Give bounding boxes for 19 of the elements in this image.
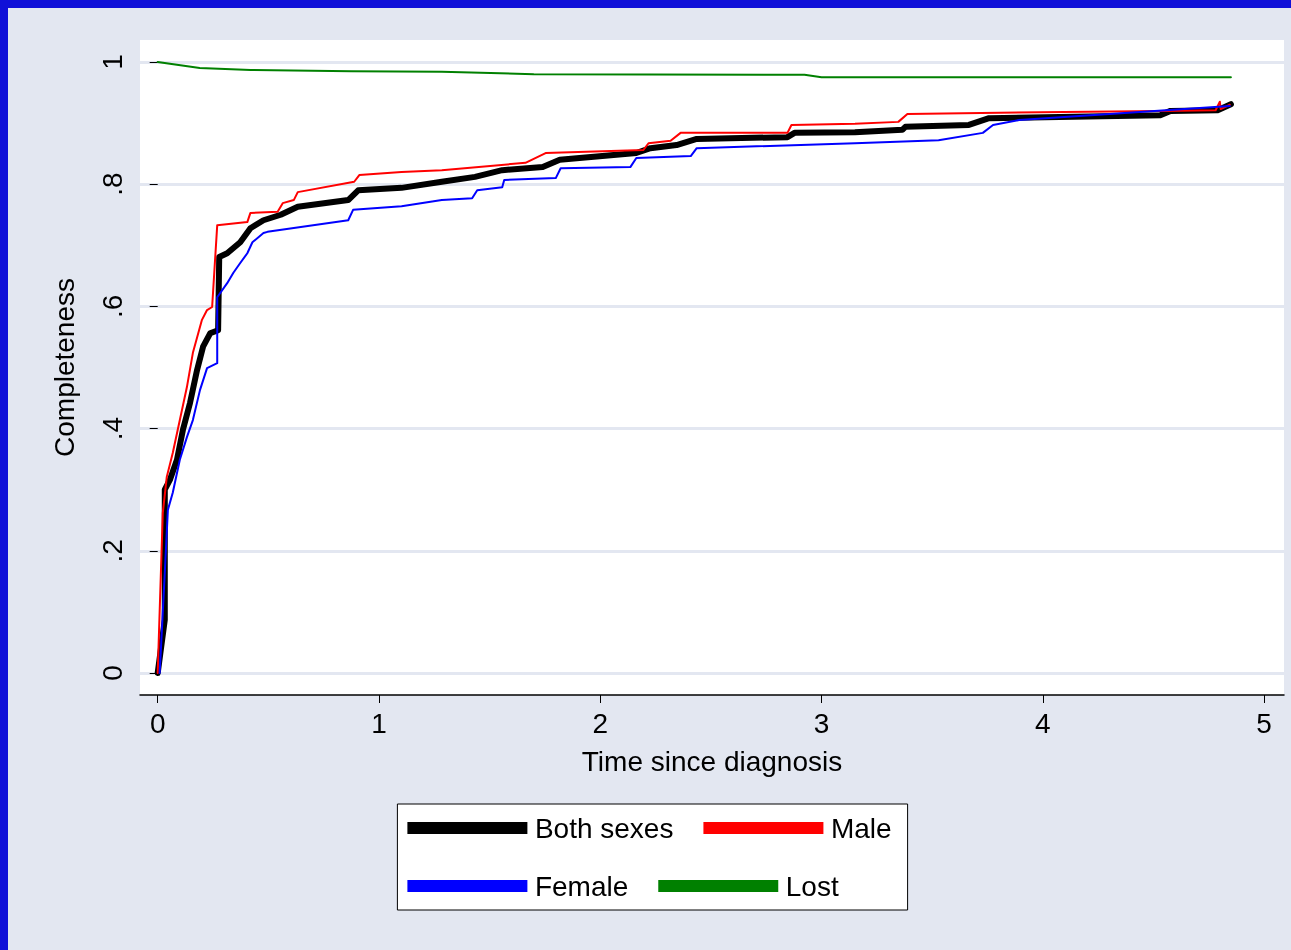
y-tick-label: 1 [96, 54, 128, 70]
legend-label: Male [830, 812, 892, 844]
y-tick-label: .4 [96, 416, 128, 441]
y-tick-label: 0 [96, 665, 128, 681]
x-tick-label: 5 [1256, 707, 1272, 739]
x-tick-label: 4 [1035, 707, 1051, 739]
line-series [156, 61, 1232, 79]
legend-label: Female [534, 870, 629, 902]
x-tick-label: 1 [371, 707, 387, 739]
y-axis-title: Completeness [48, 278, 80, 457]
y-tick-label: .6 [96, 294, 128, 319]
x-tick-label: 2 [592, 707, 609, 739]
legend-label: Both sexes [534, 812, 674, 844]
y-tick-label: .8 [96, 172, 128, 196]
legend-label: Lost [785, 870, 839, 902]
y-tick-label: .2 [96, 539, 128, 563]
x-axis-title: Time since diagnosis [581, 745, 843, 777]
x-tick-label: 3 [813, 707, 830, 739]
x-tick-label: 0 [149, 707, 166, 739]
